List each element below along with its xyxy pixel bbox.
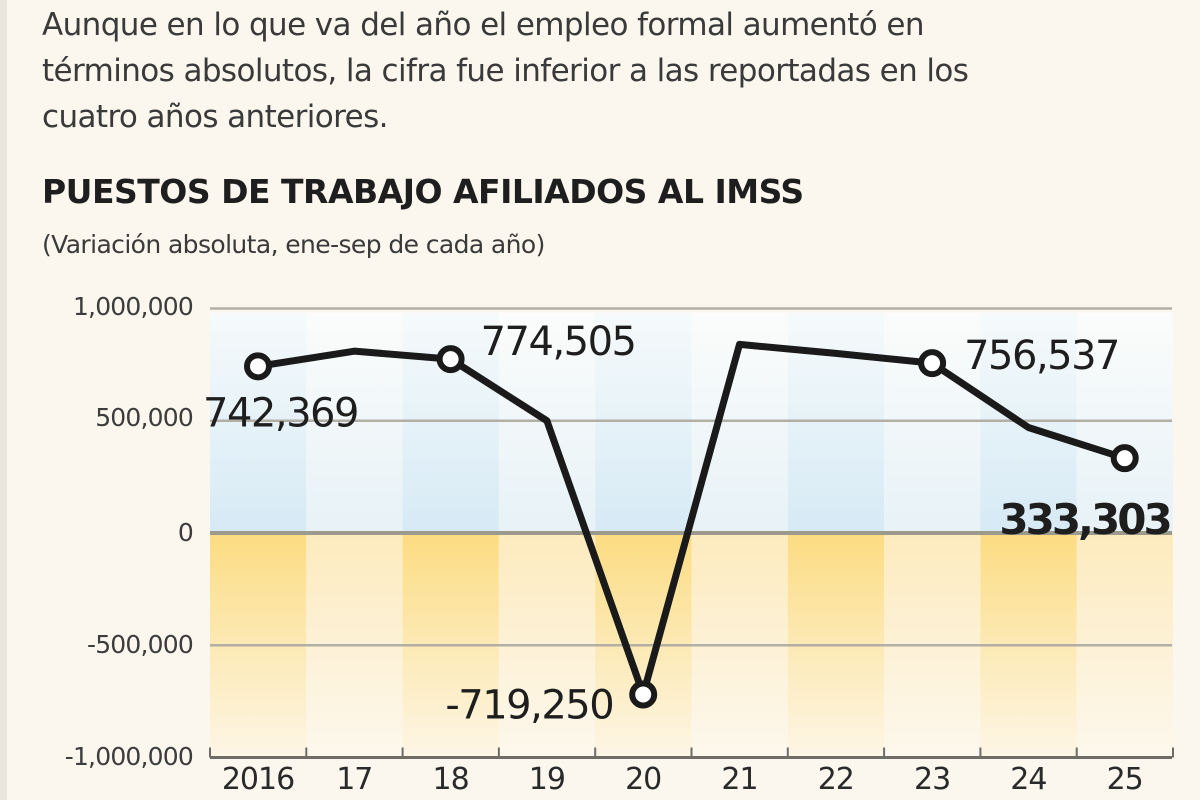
data-point-label: 756,537	[964, 333, 1119, 379]
chart-subtitle: (Variación absoluta, ene-sep de cada año…	[42, 230, 545, 259]
x-tick-label: 20	[625, 762, 662, 797]
data-point-marker	[629, 680, 658, 709]
y-tick-label: -500,000	[86, 630, 194, 659]
x-tick-label: 22	[817, 762, 855, 797]
data-point-marker	[244, 352, 272, 381]
data-point-marker	[1110, 444, 1139, 473]
x-tick-label: 21	[721, 762, 758, 797]
x-tick-label: 18	[432, 762, 470, 797]
intro-line-3: cuatro años anteriores.	[42, 99, 388, 135]
data-point-marker	[918, 349, 947, 378]
x-tick-label: 17	[336, 762, 373, 797]
x-tick-label: 2016	[221, 762, 295, 797]
x-tick-label: 24	[1010, 762, 1047, 797]
data-point-label: 333,303	[999, 495, 1169, 544]
data-point-marker	[436, 345, 465, 374]
y-tick-label: -1,000,000	[64, 742, 194, 771]
data-point-label: 742,369	[203, 390, 358, 436]
intro-paragraph: Aunque en lo que va del año el empleo fo…	[42, 2, 1182, 140]
y-tick-label: 500,000	[95, 403, 194, 432]
y-tick-label: 1,000,000	[72, 292, 194, 321]
data-line	[244, 340, 1139, 709]
intro-line-1: Aunque en lo que va del año el empleo fo…	[42, 7, 924, 43]
x-tick-label: 19	[528, 762, 566, 797]
chart-title: PUESTOS DE TRABAJO AFILIADOS AL IMSS	[42, 172, 804, 211]
x-tick-label: 25	[1106, 762, 1144, 797]
data-point-label: 774,505	[481, 319, 636, 365]
data-point-label: -719,250	[445, 682, 613, 728]
intro-line-2: términos absolutos, la cifra fue inferio…	[42, 53, 969, 89]
x-tick-label: 23	[914, 762, 951, 797]
y-tick-label: 0	[177, 518, 194, 547]
data-labels: 742,369 774,505 -719,250 756,537 333,303	[203, 319, 1173, 728]
x-axis	[209, 747, 1174, 759]
left-edge-border	[0, 0, 7, 800]
